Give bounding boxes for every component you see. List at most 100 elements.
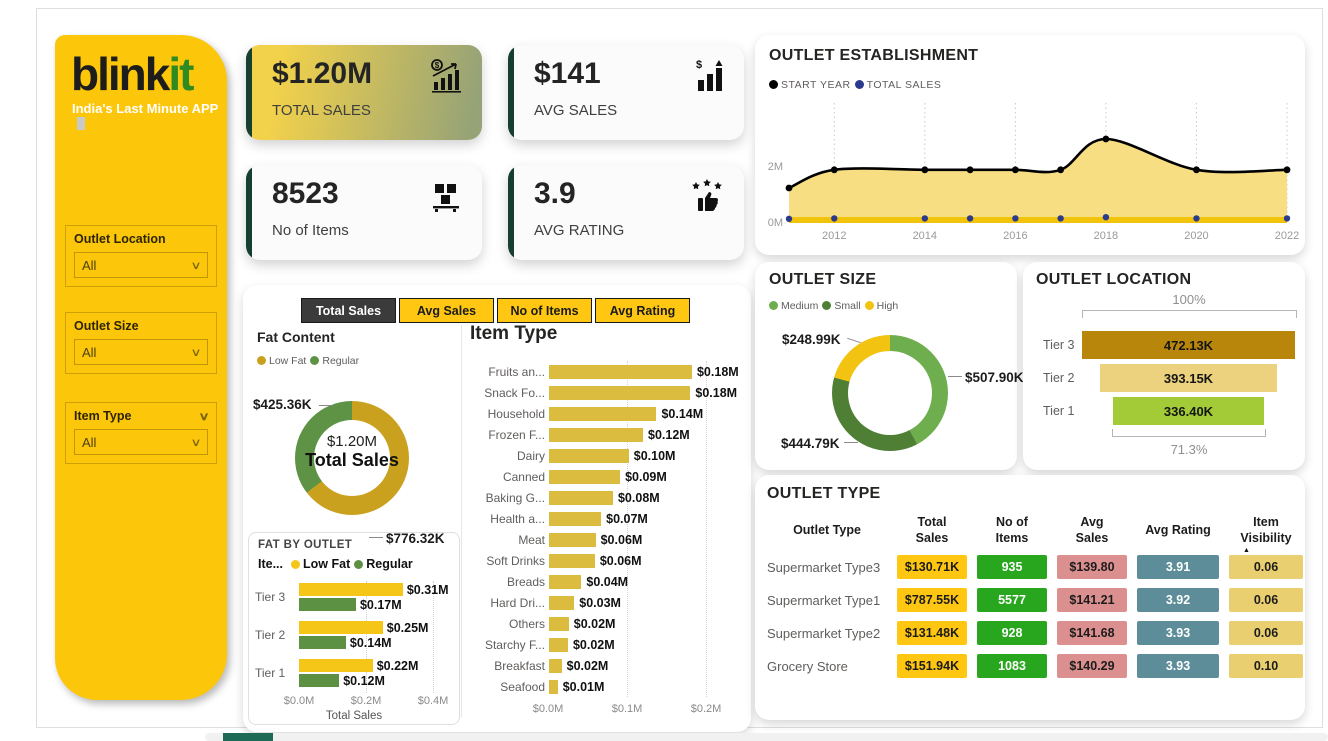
column-header[interactable]: No of Items <box>995 515 1029 545</box>
start-year-point[interactable] <box>921 166 929 174</box>
item-type-bar[interactable] <box>549 616 569 631</box>
table-cell: 0.06 <box>1229 621 1303 646</box>
area-chart[interactable]: 2012 2014 2016 2018 2020 2022 2M 0M <box>759 91 1304 264</box>
item-type-row: Dairy $0.10M <box>470 445 740 466</box>
kpi-label: No of Items <box>272 222 349 239</box>
kpi-avg-rating: 3.9 AVG RATING <box>508 165 744 260</box>
funnel-bar-tier-2[interactable]: 393.15K <box>1099 364 1278 392</box>
outlet-size-donut[interactable] <box>832 335 948 451</box>
item-type-bar[interactable] <box>549 385 691 400</box>
regular-bar[interactable] <box>299 598 356 611</box>
bar-value-label: $0.03M <box>579 595 621 610</box>
total-sales-point[interactable] <box>831 215 838 222</box>
table-cell: 928 <box>977 621 1047 646</box>
item-type-bar[interactable] <box>549 511 602 526</box>
fat-by-outlet-chart[interactable]: Tier 3 $0.31M $0.17M Tier 2 $0.25M $0.14M Tier… <box>249 581 459 693</box>
total-sales-point[interactable] <box>1193 215 1200 222</box>
total-sales-point[interactable] <box>1283 215 1291 222</box>
column-header[interactable]: Total Sales <box>915 515 949 545</box>
item-type-bar[interactable] <box>549 532 596 547</box>
item-type-bar[interactable] <box>549 574 582 589</box>
tab-avg-sales[interactable]: Avg Sales <box>399 298 494 323</box>
bar-value-label: $0.25M <box>386 620 429 635</box>
table-cell: 3.92 <box>1137 588 1219 613</box>
start-year-point[interactable] <box>966 166 974 174</box>
table-cell: 935 <box>977 555 1047 580</box>
item-type-bar[interactable] <box>549 553 595 568</box>
fat-content-title: Fat Content <box>257 329 335 345</box>
category-label: Hard Dri... <box>490 595 545 610</box>
item-type-row: Baking G... $0.08M <box>470 487 740 508</box>
bar-value-label: $0.06M <box>599 553 642 568</box>
item-type-dropdown[interactable]: All ∨ <box>74 429 208 455</box>
start-year-point[interactable] <box>1102 135 1110 143</box>
low-fat-bar[interactable] <box>299 583 403 596</box>
column-header[interactable]: Outlet Type <box>793 522 861 537</box>
horizontal-scrollbar[interactable] <box>205 733 1328 741</box>
outlet-location-funnel[interactable]: 472.13K Tier 3 393.15K Tier 2 336.40K Tier 1 <box>1043 331 1295 430</box>
x-tick-label: $0.2M <box>350 695 382 707</box>
low-fat-bar[interactable] <box>299 621 383 634</box>
start-year-point[interactable] <box>1011 166 1019 174</box>
bar-row: $0.25M <box>299 620 429 635</box>
table-cell: $151.94K <box>897 654 967 679</box>
category-label: Others <box>508 616 545 631</box>
regular-bar[interactable] <box>299 636 346 649</box>
bar-value-label: $0.17M <box>359 597 402 612</box>
category-label: Baking G... <box>485 490 545 505</box>
bar-value-label: $0.10M <box>633 448 676 463</box>
item-type-bar[interactable] <box>549 406 657 421</box>
kpi-label: AVG SALES <box>534 102 618 119</box>
fat-content-legend: Low Fat Regular <box>257 355 359 367</box>
outlet-size-dropdown[interactable]: All ∨ <box>74 339 208 365</box>
total-sales-point[interactable] <box>1102 214 1110 221</box>
item-type-bar[interactable] <box>549 490 613 505</box>
item-type-bar[interactable] <box>549 637 568 652</box>
bar-value-label: $0.02M <box>572 637 615 652</box>
start-year-point[interactable] <box>785 184 793 192</box>
start-year-point[interactable] <box>1283 166 1291 174</box>
item-type-bar[interactable] <box>549 469 621 484</box>
bar-row: $0.22M <box>299 659 418 673</box>
tab-total-sales[interactable]: Total Sales <box>301 298 396 323</box>
item-type-bar[interactable] <box>549 427 643 442</box>
bar-row: $0.31M <box>299 583 449 597</box>
category-label: Meat <box>518 532 545 547</box>
bar-value-label: $0.12M <box>343 673 385 688</box>
total-sales-point[interactable] <box>1057 215 1064 222</box>
start-year-point[interactable] <box>1193 166 1200 174</box>
funnel-bar-tier-1[interactable]: 336.40K <box>1112 397 1265 425</box>
outlet-type-table: Outlet Type Total Sales No of Items Avg Sal… <box>767 515 1303 679</box>
total-sales-point[interactable] <box>785 215 793 222</box>
scrollbar-thumb[interactable] <box>223 733 273 741</box>
item-type-chart[interactable]: Fruits an... $0.18M Snack Fo... $0.18M House… <box>470 361 740 701</box>
total-sales-point[interactable] <box>921 215 929 222</box>
start-year-point[interactable] <box>1057 166 1065 174</box>
item-type-bar[interactable] <box>549 679 558 694</box>
tab-no-of-items[interactable]: No of Items <box>497 298 592 323</box>
column-header[interactable]: Avg Rating <box>1145 522 1211 537</box>
chevron-down-icon[interactable]: ∨ <box>198 410 210 423</box>
column-header[interactable]: Avg Sales <box>1075 515 1109 545</box>
svg-text:$: $ <box>696 59 702 71</box>
item-type-bar[interactable] <box>549 658 562 673</box>
column-header[interactable]: Item Visibility ▲ <box>1240 515 1292 554</box>
tab-avg-rating[interactable]: Avg Rating <box>595 298 690 323</box>
start-year-point[interactable] <box>830 166 838 174</box>
fat-by-outlet-group: Tier 3 $0.31M $0.17M <box>249 581 459 619</box>
item-type-bar[interactable] <box>549 448 629 463</box>
total-sales-point[interactable] <box>966 215 974 222</box>
fat-content-donut[interactable] <box>295 401 409 515</box>
item-type-bar[interactable] <box>549 595 575 610</box>
legend-dot <box>769 80 778 89</box>
fat-by-outlet-legend: Ite... Low Fat Regular <box>258 557 413 571</box>
item-type-bar[interactable] <box>549 364 692 379</box>
outlet-location-dropdown[interactable]: All ∨ <box>74 252 208 278</box>
legend-dot <box>354 560 364 569</box>
funnel-row-label: Tier 3 <box>1043 338 1075 352</box>
funnel-bar-tier-3[interactable]: 472.13K <box>1082 331 1295 359</box>
low-fat-bar[interactable] <box>299 659 373 672</box>
regular-bar[interactable] <box>299 674 340 687</box>
category-label: Tier 1 <box>255 666 286 680</box>
total-sales-point[interactable] <box>1012 215 1019 222</box>
